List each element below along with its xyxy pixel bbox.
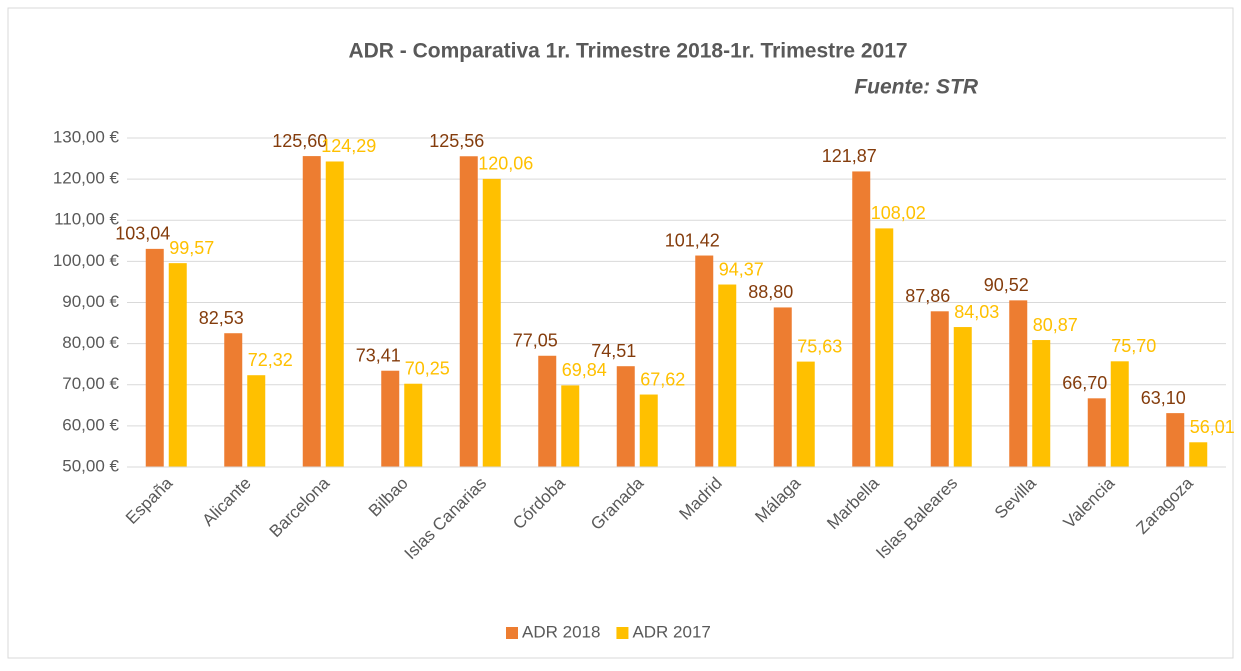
bar <box>168 263 187 467</box>
value-label: 75,63 <box>797 336 842 356</box>
value-label: 56,01 <box>1190 417 1235 437</box>
bar <box>538 355 557 467</box>
y-tick-label: 120,00 € <box>53 169 120 188</box>
legend-label: ADR 2017 <box>632 622 710 641</box>
bar <box>616 366 635 467</box>
y-tick-label: 90,00 € <box>62 292 119 311</box>
bar <box>247 375 266 467</box>
bar <box>1032 340 1051 467</box>
bar <box>1189 442 1208 467</box>
value-label: 108,02 <box>871 203 926 223</box>
y-tick-label: 60,00 € <box>62 415 119 434</box>
value-label: 74,51 <box>591 341 636 361</box>
value-label: 120,06 <box>478 154 533 174</box>
legend-label: ADR 2018 <box>522 622 600 641</box>
bar <box>930 311 949 467</box>
value-label: 63,10 <box>1141 388 1186 408</box>
y-tick-label: 130,00 € <box>53 127 120 146</box>
bar <box>459 156 478 467</box>
value-label: 125,56 <box>429 131 484 151</box>
value-label: 101,42 <box>665 230 720 250</box>
value-label: 67,62 <box>640 369 685 389</box>
bar <box>695 255 714 467</box>
y-tick-label: 110,00 € <box>54 210 119 229</box>
value-label: 80,87 <box>1033 315 1078 335</box>
bar <box>381 370 400 467</box>
y-tick-label: 70,00 € <box>62 374 119 393</box>
value-label: 99,57 <box>169 238 214 258</box>
bar <box>561 385 580 467</box>
bar <box>145 248 164 467</box>
legend-swatch <box>506 627 518 639</box>
bar <box>1009 300 1028 467</box>
bar <box>224 333 243 467</box>
bar <box>404 383 423 467</box>
bar <box>852 171 871 467</box>
value-label: 87,86 <box>905 286 950 306</box>
value-label: 72,32 <box>248 350 293 370</box>
value-label: 125,60 <box>272 131 327 151</box>
y-tick-label: 100,00 € <box>53 251 120 270</box>
value-label: 70,25 <box>405 358 450 378</box>
bar <box>639 394 658 467</box>
value-label: 103,04 <box>115 224 170 244</box>
bar <box>1110 361 1129 467</box>
bar <box>1166 413 1185 467</box>
value-label: 75,70 <box>1111 336 1156 356</box>
value-label: 66,70 <box>1062 373 1107 393</box>
bar <box>953 327 972 467</box>
chart-title: ADR - Comparativa 1r. Trimestre 2018-1r.… <box>348 40 907 63</box>
value-label: 94,37 <box>719 259 764 279</box>
bar <box>773 307 792 467</box>
value-label: 84,03 <box>954 302 999 322</box>
value-label: 121,87 <box>822 146 877 166</box>
value-label: 82,53 <box>199 308 244 328</box>
bar <box>718 284 737 467</box>
value-label: 88,80 <box>748 282 793 302</box>
legend-swatch <box>616 627 629 639</box>
bar <box>875 228 894 467</box>
bar <box>1087 398 1106 467</box>
bar <box>325 161 344 468</box>
value-label: 124,29 <box>321 136 376 156</box>
value-label: 69,84 <box>562 360 607 380</box>
value-label: 73,41 <box>356 345 401 365</box>
chart-subtitle: Fuente: STR <box>854 76 978 99</box>
bar <box>796 361 815 467</box>
value-label: 77,05 <box>513 331 558 351</box>
bar <box>302 156 321 467</box>
chart-border <box>7 7 1234 659</box>
bar <box>482 178 501 468</box>
y-tick-label: 80,00 € <box>62 333 119 352</box>
value-label: 90,52 <box>984 275 1029 295</box>
y-tick-label: 50,00 € <box>62 456 119 475</box>
